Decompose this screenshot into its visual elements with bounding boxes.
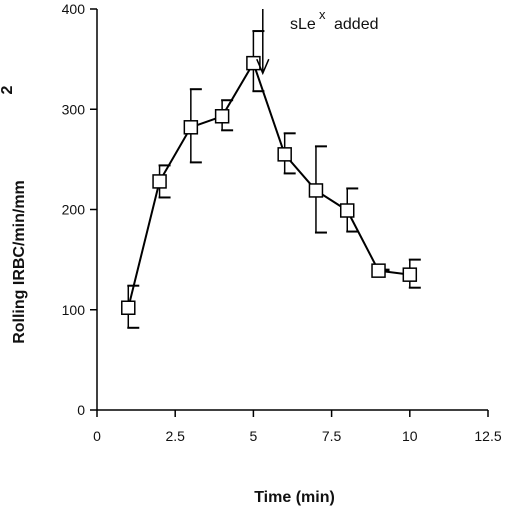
data-point [152, 174, 167, 189]
data-point [371, 263, 386, 278]
data-point [121, 300, 136, 315]
annotation-superscript: x [319, 7, 326, 22]
y-tick-label: 200 [62, 202, 86, 218]
data-point [183, 120, 199, 135]
x-axis-title: Time (min) [254, 489, 335, 506]
data-point [277, 147, 292, 162]
annotation-text: sLe [290, 16, 316, 33]
x-tick-label: 2.5 [165, 428, 185, 444]
x-tick-label: 0 [93, 428, 101, 444]
y-tick-label: 100 [62, 302, 86, 318]
x-tick-label: 5 [250, 428, 258, 444]
data-point [402, 267, 418, 282]
data-point [339, 203, 355, 218]
x-tick-label: 12.5 [474, 428, 501, 444]
annotation-arrow-head [256, 58, 270, 76]
series-line [127, 60, 410, 308]
y-axis-title-superscript: 2 [0, 85, 16, 94]
y-axis-title: Rolling IRBC/min/mm [11, 180, 28, 344]
data-point [214, 109, 230, 124]
annotation-text-suffix: added [334, 16, 379, 33]
y-tick-label: 400 [62, 1, 86, 17]
x-tick-label: 10 [402, 428, 418, 444]
y-tick-label: 0 [77, 402, 85, 418]
data-point [308, 183, 324, 198]
x-tick-label: 7.5 [322, 428, 342, 444]
y-tick-label: 300 [62, 101, 86, 117]
